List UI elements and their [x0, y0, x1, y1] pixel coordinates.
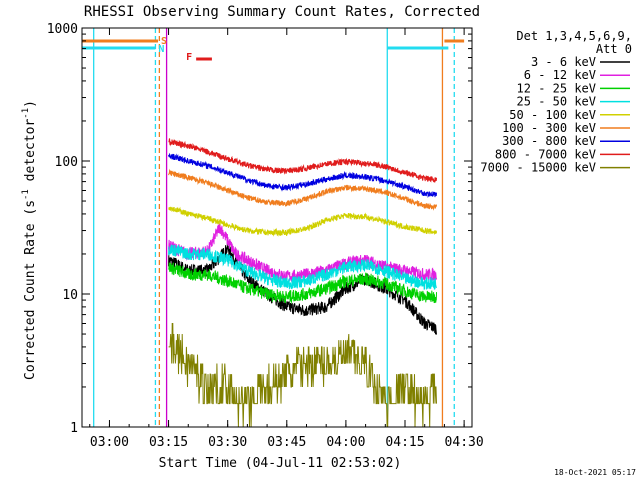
legend-label-5: 100 - 300 keV	[502, 121, 596, 135]
y-axis-label: Corrected Count Rate (s-1 detector-1)	[21, 100, 38, 380]
annotation-label-F: F	[186, 52, 192, 63]
y-tick-label: 10	[62, 288, 78, 303]
legend-label-1: 6 - 12 keV	[524, 68, 596, 82]
annotation-label-N: N	[158, 44, 164, 55]
series-line-2	[168, 262, 437, 305]
series-line-8	[168, 323, 437, 428]
y-axis-label-main: Corrected Count Rate (s	[23, 200, 38, 380]
footer-date: 18-Oct-2021 05:17	[554, 468, 636, 477]
series-line-1	[168, 222, 437, 283]
x-tick-label: 04:15	[385, 435, 424, 450]
series-line-6	[168, 152, 437, 198]
y-tick-label: 100	[55, 155, 78, 170]
legend-header-line2: Att 0	[596, 42, 632, 56]
annotation-label-S: S	[161, 36, 167, 47]
legend-label-8: 7000 - 15000 keV	[480, 161, 596, 175]
x-tick-label: 03:00	[90, 435, 129, 450]
x-tick-label: 03:45	[267, 435, 306, 450]
plot-area: SN F	[82, 28, 465, 428]
y-axis-label-end: )	[23, 100, 38, 108]
legend-label-6: 300 - 800 keV	[502, 134, 596, 148]
chart-title: RHESSI Observing Summary Count Rates, Co…	[84, 4, 480, 20]
y-tick-label: 1	[70, 421, 78, 436]
legend-label-0: 3 - 6 keV	[531, 55, 596, 69]
y-axis-label-exp2: -1	[21, 108, 31, 119]
series-line-3	[168, 244, 437, 290]
x-tick-label: 04:30	[445, 435, 484, 450]
legend-label-3: 25 - 50 keV	[517, 95, 596, 109]
x-tick-label: 04:00	[326, 435, 365, 450]
axes: 03:00 03:15 03:30 03:45 04:00 04:15 04:30 1 10 10…	[47, 22, 484, 450]
y-tick-label: 1000	[47, 22, 78, 37]
plot-frame	[81, 27, 473, 428]
series-line-7	[168, 138, 437, 184]
series-line-5	[168, 168, 437, 211]
x-tick-label: 03:15	[149, 435, 188, 450]
legend-label-7: 800 - 7000 keV	[495, 147, 596, 161]
y-axis-label-mid: detector	[23, 119, 38, 190]
legend-header-line1: Det 1,3,4,5,6,9,	[516, 29, 632, 43]
series-line-4	[168, 206, 437, 237]
y-axis-label-exp1: -1	[21, 189, 31, 200]
legend-label-2: 12 - 25 keV	[517, 81, 596, 95]
x-axis-label: Start Time (04-Jul-11 02:53:02)	[159, 456, 402, 471]
legend-label-4: 50 - 100 keV	[509, 108, 596, 122]
x-tick-label: 03:30	[208, 435, 247, 450]
